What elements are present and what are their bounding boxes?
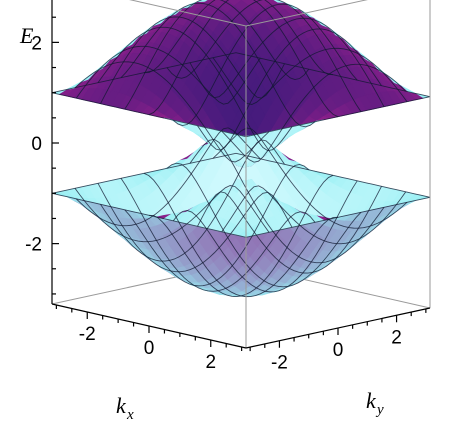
y-tick-label: 2 (391, 327, 402, 348)
axis-labels: E k x k y (19, 23, 384, 423)
mesh-line-upper (148, 0, 334, 116)
mesh-line-lower (235, 152, 431, 198)
mesh-line-upper (221, 63, 407, 163)
mesh-line-lower (166, 162, 362, 288)
x-axis-label: k (116, 393, 127, 418)
y-axis-label-sub: y (375, 402, 384, 418)
z-tick-label: 2 (31, 33, 42, 54)
mesh-line-lower (189, 138, 385, 264)
mesh-line-lower (197, 186, 382, 274)
z-tick-label: 0 (31, 134, 42, 155)
mesh-line-upper (235, 52, 431, 98)
mesh-line-upper (189, 17, 385, 107)
y-tick-label: -2 (271, 353, 288, 374)
surface-layer (51, 0, 431, 298)
mesh-line-upper (124, 0, 310, 110)
mesh-line-upper (245, 96, 431, 138)
z-axis-label: E (19, 23, 34, 48)
mesh-line-lower (212, 127, 408, 229)
mesh-line-upper (143, 0, 339, 118)
x-tick-label: -2 (79, 324, 96, 345)
mesh-line-lower (172, 180, 358, 293)
x-tick-label: 0 (144, 338, 155, 359)
y-axis-label: k (366, 388, 377, 413)
mesh-line-lower (245, 196, 431, 238)
box-edge-top-front-right (245, 0, 368, 27)
mesh-line-upper (212, 47, 408, 105)
axes-layer: -2 0 2 -2 0 2 -2 0 2 (25, 0, 431, 374)
mesh-line-lower (221, 185, 407, 245)
mesh-line-upper (172, 3, 358, 126)
box-edge-top-front-left (129, 0, 247, 27)
z-tick-label: -2 (25, 235, 42, 256)
x-axis-label-sub: x (126, 407, 134, 423)
mesh-line-upper (166, 0, 362, 112)
y-tick-label: 0 (333, 340, 344, 361)
x-tick-label: 2 (205, 352, 216, 373)
